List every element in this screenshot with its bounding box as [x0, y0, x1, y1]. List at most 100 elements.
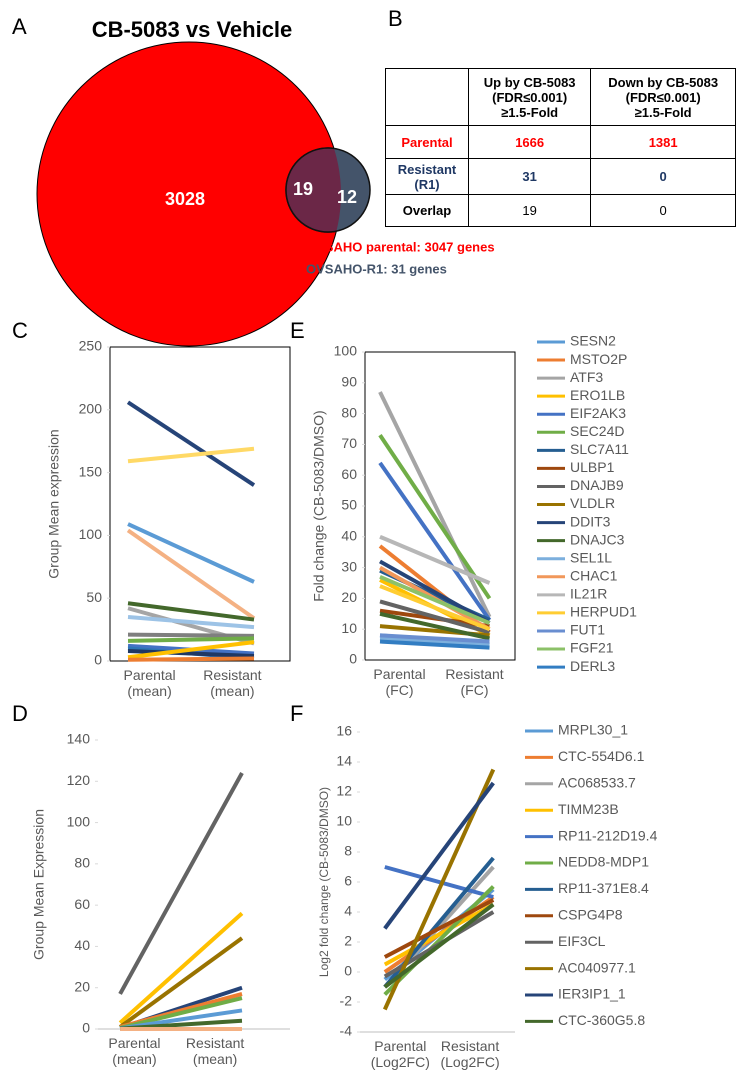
legend-label: CTC-554D6.1	[558, 748, 645, 764]
panel-letter: B	[388, 6, 403, 31]
panel-letter: E	[290, 318, 305, 343]
value-cell: 1666	[467, 125, 592, 159]
legend-label: AC068533.7	[558, 775, 636, 791]
y-tick-label: 0	[344, 963, 352, 979]
header-cell: Up by CB-5083 (FDR≤0.001) ≥1.5-Fold	[467, 68, 592, 126]
series-line	[378, 391, 492, 618]
y-tick-label: 90	[341, 374, 357, 390]
legend-label: TIMM23B	[558, 801, 619, 817]
y-tick-label: 70	[341, 435, 357, 451]
y-tick-label: 0	[94, 652, 102, 668]
series-line	[118, 911, 244, 1025]
y-tick-label: 30	[341, 558, 357, 574]
value-cell: 0	[590, 194, 736, 227]
y-tick-label: 0	[82, 1020, 90, 1036]
series-line	[118, 936, 244, 1029]
x-tick-label: Parental (Log2FC)	[370, 1038, 430, 1070]
legend-label: SESN2	[570, 333, 616, 349]
legend-label: VLDLR	[570, 495, 615, 511]
x-tick-label: Resistant (mean)	[185, 1035, 245, 1067]
series-line	[126, 400, 256, 487]
row-label: Parental	[385, 125, 469, 159]
y-tick-label: -2	[340, 993, 353, 1009]
series-line	[119, 996, 243, 1030]
panel-letter: D	[12, 701, 28, 726]
legend-label: NEDD8-MDP1	[558, 854, 649, 870]
y-axis-label: Fold change (CB-5083/DMSO)	[311, 410, 327, 601]
series-line	[379, 611, 490, 641]
y-tick-label: 10	[336, 813, 352, 829]
series-line	[126, 528, 256, 620]
set-count: 12	[337, 187, 357, 207]
legend-label: DDIT3	[570, 513, 611, 529]
series-line	[379, 534, 491, 585]
legend-label: DERL3	[570, 658, 615, 674]
series-line	[127, 446, 255, 464]
legend-label: RP11-371E8.4	[558, 880, 649, 896]
series-line	[127, 656, 255, 662]
series-line	[127, 601, 255, 622]
series-line	[127, 522, 255, 584]
legend-label: MRPL30_1	[558, 722, 628, 738]
series-line	[127, 640, 255, 660]
y-tick-label: 16	[336, 723, 352, 739]
series-line	[379, 574, 491, 625]
legend-label: EIF3CL	[558, 933, 606, 949]
series-line	[378, 434, 492, 600]
legend-label: SLC7A11	[570, 441, 629, 457]
y-tick-label: 4	[344, 903, 352, 919]
y-tick-label: 20	[341, 589, 357, 605]
value-cell: 1381	[590, 125, 736, 159]
y-tick-label: 40	[74, 937, 90, 953]
chart-title: CB-5083 vs Vehicle	[92, 17, 293, 42]
value-cell: 0	[590, 158, 736, 195]
legend-label: ULBP1	[570, 459, 615, 475]
y-tick-label: 6	[344, 873, 352, 889]
legend-label: RP11-212D19.4	[558, 827, 658, 843]
y-tick-label: 200	[79, 401, 103, 417]
legend-label: SEC24D	[570, 423, 624, 439]
series-line	[379, 599, 491, 635]
panel-letter: F	[290, 701, 303, 726]
series-line	[383, 902, 495, 989]
series-line	[127, 632, 255, 638]
y-tick-label: 60	[74, 896, 90, 912]
y-tick-label: 250	[79, 338, 103, 354]
row-label: Resistant (R1)	[385, 158, 469, 195]
y-tick-label: 0	[349, 651, 357, 667]
y-tick-label: 120	[67, 772, 91, 788]
legend-label: MSTO2P	[570, 351, 627, 367]
header-row: Up by CB-5083 (FDR≤0.001) ≥1.5-Fold Down …	[385, 68, 736, 126]
value-cell: 19	[467, 194, 592, 227]
y-axis-label: Group Mean Expression	[31, 809, 47, 960]
series-line	[378, 461, 492, 622]
y-tick-label: 80	[74, 855, 90, 871]
series-line	[383, 885, 495, 996]
series-line	[379, 636, 490, 647]
legend-label: IER3IP1_1	[558, 986, 626, 1002]
y-tick-label: 100	[334, 343, 358, 359]
x-tick-label: Resistant (Log2FC)	[440, 1038, 500, 1070]
series-line	[383, 898, 495, 959]
series-line	[127, 636, 255, 643]
legend-label: IL21R	[570, 586, 607, 602]
legend-label: DNAJB9	[570, 477, 624, 493]
header-cell: Down by CB-5083 (FDR≤0.001) ≥1.5-Fold	[590, 68, 736, 126]
y-tick-label: -4	[340, 1023, 353, 1039]
series-line	[127, 615, 255, 630]
series-line	[383, 781, 495, 930]
x-tick-label: Parental (mean)	[108, 1035, 161, 1067]
x-tick-label: Resistant (mean)	[203, 667, 262, 699]
set-label: OVSAHO-R1: 31 genes	[306, 261, 447, 276]
y-tick-label: 80	[341, 404, 357, 420]
series-line	[118, 772, 244, 995]
y-tick-label: 40	[341, 528, 357, 544]
series-line	[379, 639, 490, 650]
y-tick-label: 100	[67, 813, 91, 829]
series-line	[384, 865, 494, 899]
series-line	[379, 559, 491, 625]
value-cell: 31	[467, 158, 592, 195]
y-tick-label: 100	[79, 526, 103, 542]
y-tick-label: 8	[344, 843, 352, 859]
